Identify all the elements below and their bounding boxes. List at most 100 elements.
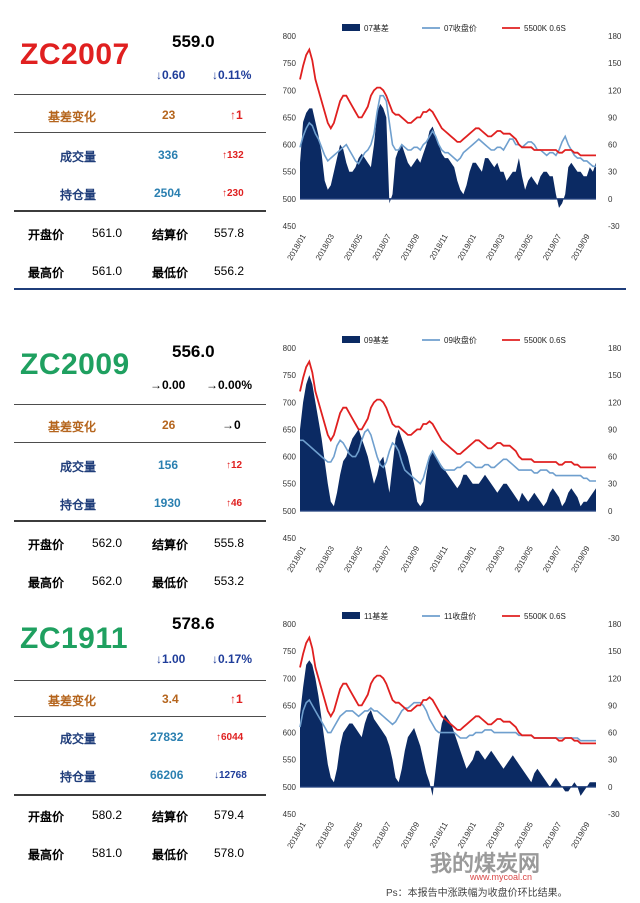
high-label: 最高价 bbox=[28, 848, 65, 862]
basis-chart: 11基差 11收盘价 5500K 0.6S800750700650600550500… bbox=[283, 611, 622, 850]
basis-area bbox=[300, 103, 596, 208]
y-right-tick: 60 bbox=[608, 729, 617, 738]
oi-label: 持仓量 bbox=[60, 498, 97, 512]
contract-code: ZC2007 bbox=[20, 38, 130, 71]
y-left-tick: 700 bbox=[283, 674, 297, 683]
low-value: 556.2 bbox=[214, 264, 245, 278]
legend-swatch bbox=[342, 612, 360, 619]
y-left-tick: 700 bbox=[283, 398, 297, 407]
settle-label: 结算价 bbox=[152, 538, 189, 552]
y-left-tick: 550 bbox=[283, 756, 297, 765]
oi-value: 1930 bbox=[154, 496, 181, 510]
y-right-tick: 180 bbox=[608, 32, 622, 41]
quote-block: ZC1911 578.6 ↓1.00 ↓0.17% 基差变化 3.4 ↑1 成交… bbox=[14, 600, 266, 900]
x-tick: 2019/03 bbox=[484, 232, 507, 262]
x-tick: 2018/01 bbox=[285, 544, 308, 574]
basis-delta: →0 bbox=[222, 418, 241, 432]
x-tick: 2018/03 bbox=[314, 232, 337, 262]
basis-chart: 07基差 07收盘价 5500K 0.6S800750700650600550500… bbox=[283, 23, 622, 262]
x-tick: 2018/07 bbox=[371, 544, 394, 574]
volume-label: 成交量 bbox=[60, 150, 97, 164]
x-tick: 2019/01 bbox=[456, 544, 479, 574]
contract-code: ZC1911 bbox=[20, 622, 129, 655]
y-left-tick: 450 bbox=[283, 534, 297, 543]
y-left-tick: 750 bbox=[283, 647, 297, 656]
last-price: 556.0 bbox=[172, 342, 215, 361]
y-right-tick: -30 bbox=[608, 810, 620, 819]
legend-entry: 07基差 bbox=[364, 23, 389, 33]
divider bbox=[14, 680, 266, 681]
x-tick: 2018/11 bbox=[428, 544, 450, 574]
oi-label: 持仓量 bbox=[60, 770, 97, 784]
basis-area bbox=[300, 375, 596, 511]
x-tick: 2018/07 bbox=[371, 232, 394, 262]
divider bbox=[14, 716, 266, 717]
legend-entry: 11收盘价 bbox=[444, 611, 476, 621]
price-change-pct: →0.00% bbox=[206, 378, 253, 392]
divider bbox=[14, 520, 266, 522]
x-tick: 2018/05 bbox=[342, 544, 365, 574]
y-left-tick: 650 bbox=[283, 113, 297, 122]
y-right-tick: 90 bbox=[608, 425, 617, 434]
legend-entry: 5500K 0.6S bbox=[524, 336, 566, 345]
oi-value: 2504 bbox=[154, 186, 181, 200]
y-right-tick: 120 bbox=[608, 86, 622, 95]
basis-label: 基差变化 bbox=[48, 694, 97, 708]
y-left-tick: 600 bbox=[283, 729, 297, 738]
chart: 07基差 07收盘价 5500K 0.6S 800 750 700 650 600 550 500… bbox=[270, 20, 630, 270]
x-tick: 2018/09 bbox=[399, 544, 422, 574]
panel-divider bbox=[14, 288, 626, 290]
basis-label: 基差变化 bbox=[48, 420, 97, 434]
open-value: 580.2 bbox=[92, 808, 123, 822]
x-tick: 2019/03 bbox=[484, 544, 507, 574]
y-left-tick: 800 bbox=[283, 32, 297, 41]
price-change: ↓0.60 bbox=[156, 68, 186, 82]
reference-price-line bbox=[299, 635, 596, 745]
oi-delta: ↑46 bbox=[226, 498, 243, 509]
divider bbox=[14, 210, 266, 212]
y-right-tick: 0 bbox=[608, 195, 613, 204]
legend-entry: 09收盘价 bbox=[444, 335, 477, 345]
volume-value: 336 bbox=[158, 148, 179, 162]
y-right-tick: 180 bbox=[608, 620, 622, 629]
divider bbox=[14, 442, 266, 443]
chart: 09基差 09收盘价 5500K 0.6S 800 750 700 650 600 550 500… bbox=[270, 332, 630, 582]
open-value: 561.0 bbox=[92, 226, 123, 240]
y-right-tick: 150 bbox=[608, 371, 622, 380]
chart: 11基差 11收盘价 5500K 0.6S 800 750 700 650 600 550 500… bbox=[270, 608, 630, 858]
x-tick: 2018/03 bbox=[314, 820, 337, 850]
basis-delta: ↑1 bbox=[230, 692, 243, 706]
x-tick: 2019/05 bbox=[513, 544, 536, 574]
x-tick: 2018/03 bbox=[314, 544, 337, 574]
y-right-tick: 30 bbox=[608, 168, 617, 177]
high-value: 562.0 bbox=[92, 574, 123, 588]
y-right-tick: 30 bbox=[608, 480, 617, 489]
y-right-tick: 30 bbox=[608, 756, 617, 765]
quote-block: ZC2009 556.0 →0.00 →0.00% 基差变化 26 →0 成交量… bbox=[14, 320, 266, 600]
y-left-tick: 750 bbox=[283, 371, 297, 380]
y-right-tick: 180 bbox=[608, 344, 622, 353]
x-tick: 2019/07 bbox=[541, 232, 564, 262]
y-left-tick: 600 bbox=[283, 141, 297, 150]
y-left-tick: 550 bbox=[283, 168, 297, 177]
low-label: 最低价 bbox=[152, 266, 189, 280]
price-change: ↓1.00 bbox=[156, 652, 186, 666]
y-right-tick: 90 bbox=[608, 701, 617, 710]
open-label: 开盘价 bbox=[28, 810, 65, 824]
x-tick: 2018/09 bbox=[399, 820, 422, 850]
settle-value: 557.8 bbox=[214, 226, 245, 240]
open-label: 开盘价 bbox=[28, 538, 65, 552]
y-left-tick: 800 bbox=[283, 620, 297, 629]
y-left-tick: 750 bbox=[283, 59, 297, 68]
y-left-tick: 800 bbox=[283, 344, 297, 353]
y-left-tick: 650 bbox=[283, 425, 297, 434]
settle-label: 结算价 bbox=[152, 228, 189, 242]
watermark-url: www.mycoal.cn bbox=[470, 872, 533, 882]
volume-label: 成交量 bbox=[60, 460, 97, 474]
basis-area bbox=[300, 660, 596, 796]
divider bbox=[14, 94, 266, 95]
y-right-tick: 150 bbox=[608, 647, 622, 656]
panel-zc1911: ZC1911 578.6 ↓1.00 ↓0.17% 基差变化 3.4 ↑1 成交… bbox=[0, 600, 640, 900]
x-tick: 2018/05 bbox=[342, 232, 365, 262]
y-left-tick: 500 bbox=[283, 195, 297, 204]
